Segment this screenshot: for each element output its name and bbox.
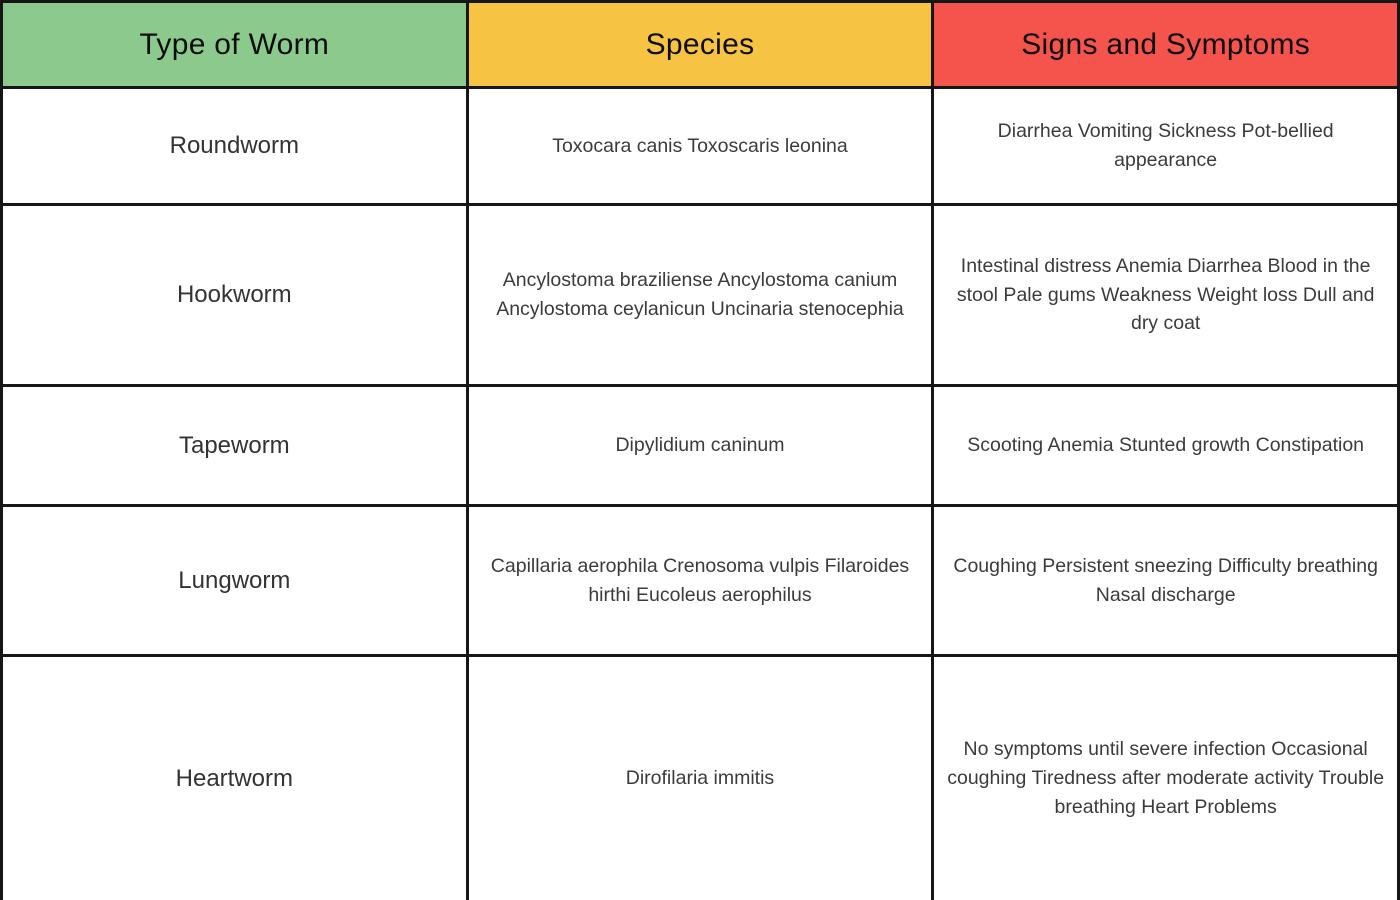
table-row-hookworm: Hookworm Ancylostoma braziliense Ancylos… [0,203,1400,387]
worm-type-text: Roundworm [169,132,300,160]
header-type-of-worm: Type of Worm [0,0,469,89]
cell-worm-type: Tapeworm [0,384,469,507]
species-text: Toxocara canis Toxoscaris leonina [552,134,848,157]
cell-signs: No symptoms until severe infection Occas… [931,654,1400,900]
cell-signs: Coughing Persistent sneezing Difficulty … [931,504,1400,657]
species-text: Capillaria aerophila Crenosoma vulpis Fi… [490,554,910,606]
signs-text: Scooting Anemia Stunted growth Constipat… [967,434,1365,457]
species-text: Dirofilaria immitis [625,767,775,790]
table-row-lungworm: Lungworm Capillaria aerophila Crenosoma … [0,504,1400,657]
header-species-label: Species [645,27,755,61]
signs-text: No symptoms until severe infection Occas… [947,738,1385,818]
table-header-row: Type of Worm Species Signs and Symptoms [0,0,1400,89]
header-signs-and-symptoms-label: Signs and Symptoms [1021,27,1311,61]
cell-signs: Diarrhea Vomiting Sickness Pot-bellied a… [931,86,1400,206]
signs-text: Intestinal distress Anemia Diarrhea Bloo… [956,254,1375,335]
cell-signs: Scooting Anemia Stunted growth Constipat… [931,384,1400,507]
worm-type-text: Lungworm [178,566,291,594]
worm-type-text: Tapeworm [178,431,290,459]
cell-species: Toxocara canis Toxoscaris leonina [465,86,935,206]
species-text: Ancylostoma braziliense Ancylostoma cani… [496,269,904,320]
header-signs-and-symptoms: Signs and Symptoms [931,0,1400,89]
cell-species: Dipylidium caninum [465,384,935,507]
signs-text: Coughing Persistent sneezing Difficulty … [953,554,1378,606]
cell-worm-type: Hookworm [0,203,469,387]
cell-species: Capillaria aerophila Crenosoma vulpis Fi… [465,504,935,657]
cell-worm-type: Lungworm [0,504,469,657]
table-row-tapeworm: Tapeworm Dipylidium caninum Scooting Ane… [0,384,1400,507]
table-row-roundworm: Roundworm Toxocara canis Toxoscaris leon… [0,86,1400,206]
cell-signs: Intestinal distress Anemia Diarrhea Bloo… [931,203,1400,387]
header-type-of-worm-label: Type of Worm [139,27,330,61]
signs-text: Diarrhea Vomiting Sickness Pot-bellied a… [997,120,1334,171]
worm-type-text: Hookworm [176,281,292,309]
table-row-heartworm: Heartworm Dirofilaria immitis No symptom… [0,654,1400,900]
header-species: Species [465,0,935,89]
cell-worm-type: Heartworm [0,654,469,900]
cell-species: Ancylostoma braziliense Ancylostoma cani… [465,203,935,387]
cell-worm-type: Roundworm [0,86,469,206]
worm-type-text: Heartworm [175,764,293,792]
cell-species: Dirofilaria immitis [465,654,935,900]
species-text: Dipylidium caninum [615,434,785,457]
